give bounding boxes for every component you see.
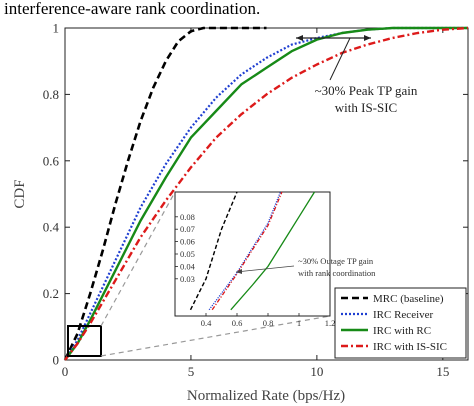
inset-series-line-mrc-baseline: [189, 191, 238, 311]
inset-ticks: 0.4 0.6 0.8 1 1.2 0.03 0.04 0.05 0.06 0.07 0.08: [175, 212, 335, 328]
inset-y-tick-label: 0.04: [180, 261, 196, 271]
inset-series-line-irc-with-is-sic: [211, 191, 283, 311]
peak-gain-leader: [329, 37, 351, 81]
x-tick-label: 0: [62, 364, 69, 379]
legend-label-mrc-baseline: MRC (baseline): [373, 293, 444, 305]
inset-y-tick-label: 0.06: [180, 237, 195, 247]
x-tick-label: 15: [436, 364, 449, 379]
series-line-irc-receiver: [64, 26, 468, 361]
inset-y-tick-label: 0.08: [180, 212, 195, 222]
y-tick-label: 0.2: [43, 286, 59, 301]
inset-series: [189, 191, 316, 311]
y-tick-label: 0.4: [43, 220, 60, 235]
inset-arrow: [236, 269, 242, 274]
series-line-mrc-baseline: [63, 26, 267, 361]
figure-caption: interference-aware rank coordination.: [4, 0, 260, 18]
y-tick-label: 0.8: [43, 87, 59, 102]
inset-annotation-line2: with rank coordination: [298, 268, 376, 278]
inset-x-tick-label: 0.6: [232, 318, 243, 328]
inset-x-tick-label: 1: [297, 318, 301, 328]
legend-label-irc-receiver: IRC Receiver: [373, 309, 434, 321]
inset-plot: 0.4 0.6 0.8 1 1.2 0.03 0.04 0.05 0.06 0.07 0.08 ~3…: [174, 191, 376, 328]
main-plot: 0 5 10 15 0 0.2 0.4 0.6 0.8 1: [43, 21, 469, 379]
y-tick-label: 0: [53, 353, 60, 368]
inset-annotation-line1: ~30% Outage TP gain: [298, 256, 374, 266]
y-tick-label: 0.6: [43, 153, 60, 168]
inset-x-tick-label: 1.2: [325, 318, 336, 328]
legend: MRC (baseline) IRC Receiver IRC with RC IRC…: [334, 287, 467, 359]
x-tick-label: 10: [310, 364, 323, 379]
zoom-region-box: [67, 325, 102, 357]
main-series: [63, 26, 469, 361]
inset-leader: [235, 265, 295, 273]
legend-label-irc-with-is-sic: IRC with IS-SIC: [373, 341, 447, 353]
series-line-irc-with-rc: [64, 26, 468, 361]
legend-label-irc-with-rc: IRC with RC: [373, 325, 431, 337]
peak-gain-text-line1: ~30% Peak TP gain: [315, 83, 418, 98]
series-line-irc-with-is-sic: [64, 26, 469, 361]
main-ticks: 0 5 10 15 0 0.2 0.4 0.6 0.8 1: [43, 21, 468, 379]
x-axis-label: Normalized Rate (bps/Hz): [187, 388, 345, 404]
peak-gain-annotation: ~30% Peak TP gain with IS-SIC: [296, 35, 418, 115]
inset-x-tick-label: 0.8: [263, 318, 274, 328]
y-axis-label: CDF: [12, 179, 28, 208]
inset-y-tick-label: 0.03: [180, 274, 195, 284]
inset-frame: [174, 191, 331, 317]
inset-series-line-irc-with-rc: [230, 191, 316, 311]
inset-y-tick-label: 0.07: [180, 224, 195, 234]
zoom-connector-top: [100, 191, 176, 327]
peak-gain-text-line2: with IS-SIC: [335, 100, 397, 115]
x-tick-label: 5: [188, 364, 195, 379]
zoom-connector-bottom: [100, 315, 331, 357]
inset-x-tick-label: 0.4: [201, 318, 212, 328]
y-tick-label: 1: [53, 21, 60, 36]
inset-y-tick-label: 0.05: [180, 249, 195, 259]
peak-gain-arrow-right: [364, 35, 371, 41]
peak-gain-arrow-left: [296, 35, 303, 41]
